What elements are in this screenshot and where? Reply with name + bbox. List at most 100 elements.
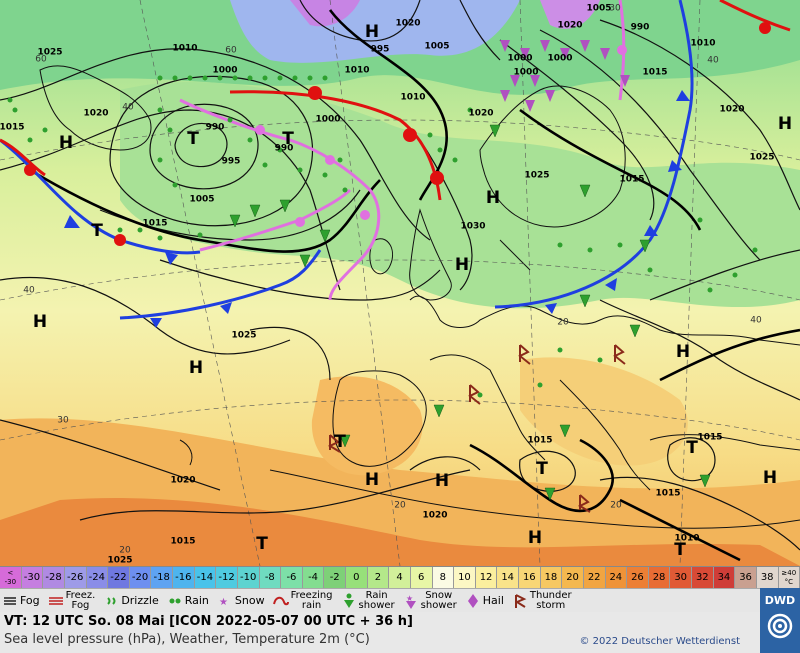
front-symbols	[24, 22, 771, 328]
scale-cell: -16	[173, 567, 195, 589]
isobar-value: 1020	[83, 109, 108, 119]
high-pressure-label: H	[365, 470, 379, 490]
snow-shower-icon: ★	[401, 591, 421, 611]
high-pressure-label: H	[189, 358, 203, 378]
coastlines	[39, 65, 800, 529]
isobars-bold	[29, 9, 800, 562]
isobar-value: 990	[631, 23, 650, 33]
freezing-fog-icon	[46, 591, 66, 611]
scale-cell: 10	[454, 567, 476, 589]
occlusion-front	[179, 98, 381, 301]
drizzle-icon	[101, 591, 121, 611]
temperature-value: 30	[609, 4, 621, 14]
scale-cell: -8	[259, 567, 282, 589]
svg-text:★: ★	[219, 597, 228, 607]
scale-cell: 18	[540, 567, 563, 589]
low-pressure-label: T	[334, 432, 346, 452]
scale-cell: 32	[692, 567, 714, 589]
high-pressure-label: H	[676, 342, 690, 362]
isobar-value: 1015	[642, 68, 667, 78]
scale-cell: 8	[432, 567, 455, 589]
isobar-value: 1010	[400, 93, 425, 103]
legend-label: Rain shower	[358, 590, 395, 611]
isobar-value: 1025	[231, 331, 256, 341]
isobar-value: 1025	[524, 171, 549, 181]
dwd-logo[interactable]: DWD	[760, 588, 800, 653]
scale-cell: -28	[43, 567, 65, 589]
scale-cell: 22	[583, 567, 606, 589]
scale-cell: 16	[519, 567, 541, 589]
legend-item: Fog	[0, 591, 40, 611]
pressure-centers: H H H H H H H H H H H H T T T T T T T T	[33, 22, 792, 560]
legend-label: Snow	[234, 594, 265, 607]
legend-label: Snow shower	[420, 590, 457, 611]
high-pressure-label: H	[528, 528, 542, 548]
low-pressure-label: T	[91, 221, 103, 241]
scale-cell: -4	[302, 567, 325, 589]
legend-label: Rain	[184, 594, 209, 607]
weather-legend: Fog Freez. Fog Drizzle Rain ★ Snow Freezing ra…	[0, 588, 760, 613]
legend-label: Hail	[482, 594, 504, 607]
isobar-value: 995	[371, 45, 390, 55]
isobar-value: 1020	[422, 511, 447, 521]
isobar-value: 995	[222, 157, 241, 167]
isobar-value: 1025	[749, 153, 774, 163]
map-subtitle: Sea level pressure (hPa), Weather, Tempe…	[4, 632, 370, 647]
isobar-value: 990	[275, 144, 294, 154]
scale-cell: 6	[410, 567, 433, 589]
isobar-value: 1025	[107, 556, 132, 566]
low-pressure-label: T	[686, 438, 698, 458]
temperature-value: 30	[57, 416, 69, 426]
scale-cell: 34	[713, 567, 736, 589]
temperature-value: 20	[610, 501, 622, 511]
isobar-value: 1020	[719, 105, 744, 115]
thunderstorm-icon	[510, 591, 530, 611]
scale-cell: 28	[648, 567, 671, 589]
isobar-value: 1010	[690, 39, 715, 49]
high-pressure-label: H	[778, 114, 792, 134]
scale-cell: 0	[346, 567, 368, 589]
isobar-value: 1020	[395, 19, 420, 29]
isobar-value: 1010	[344, 66, 369, 76]
low-pressure-label: T	[282, 129, 294, 149]
low-pressure-label: T	[187, 129, 199, 149]
scale-cell: 2	[367, 567, 390, 589]
scale-cell: -14	[194, 567, 217, 589]
dwd-logo-text: DWD	[764, 594, 796, 607]
rain-shower-icon	[339, 591, 359, 611]
isobar-value: 1025	[37, 48, 62, 58]
scale-cell: 20	[562, 567, 584, 589]
scale-cell: -20	[129, 567, 152, 589]
info-bar: VT: 12 UTC So. 08 Mai [ICON 2022-05-07 0…	[0, 612, 760, 653]
temperature-value: 20	[557, 318, 569, 328]
scale-cell: -6	[281, 567, 303, 589]
isobar-value: 1015	[697, 433, 722, 443]
scale-cell: -10	[237, 567, 260, 589]
temperature-value: 40	[23, 286, 35, 296]
temperature-value: 60	[225, 46, 237, 56]
scale-cell: 30	[670, 567, 692, 589]
legend-label: Freezing rain	[290, 590, 333, 611]
temperature-coldest-north	[230, 0, 520, 63]
low-pressure-label: T	[536, 459, 548, 479]
scale-cell: -12	[216, 567, 238, 589]
isobar-value: 1020	[170, 476, 195, 486]
scale-cell: 38	[756, 567, 779, 589]
high-pressure-label: H	[486, 188, 500, 208]
temperature-values: 60 40 30 60 40 30 20 20 40 20 40 20	[23, 4, 762, 556]
temperature-value: 40	[122, 103, 134, 113]
scale-cell: 4	[389, 567, 411, 589]
legend-label: Fog	[20, 594, 40, 607]
legend-item: ★ Snow	[215, 591, 265, 611]
high-pressure-label: H	[365, 22, 379, 42]
legend-item: ★ Snow shower	[401, 591, 457, 611]
low-pressure-label: T	[256, 534, 268, 554]
isobar-value: 1010	[172, 44, 197, 54]
legend-item: Drizzle	[101, 591, 159, 611]
weather-map[interactable]: H H H H H H H H H H H H T T T T T T T T …	[0, 0, 800, 566]
fog-icon	[0, 591, 20, 611]
temperature-value: 40	[750, 316, 762, 326]
copyright: © 2022 Deutscher Wetterdienst	[579, 636, 740, 647]
scale-cell: -30	[21, 567, 44, 589]
legend-item: Hail	[463, 591, 504, 611]
